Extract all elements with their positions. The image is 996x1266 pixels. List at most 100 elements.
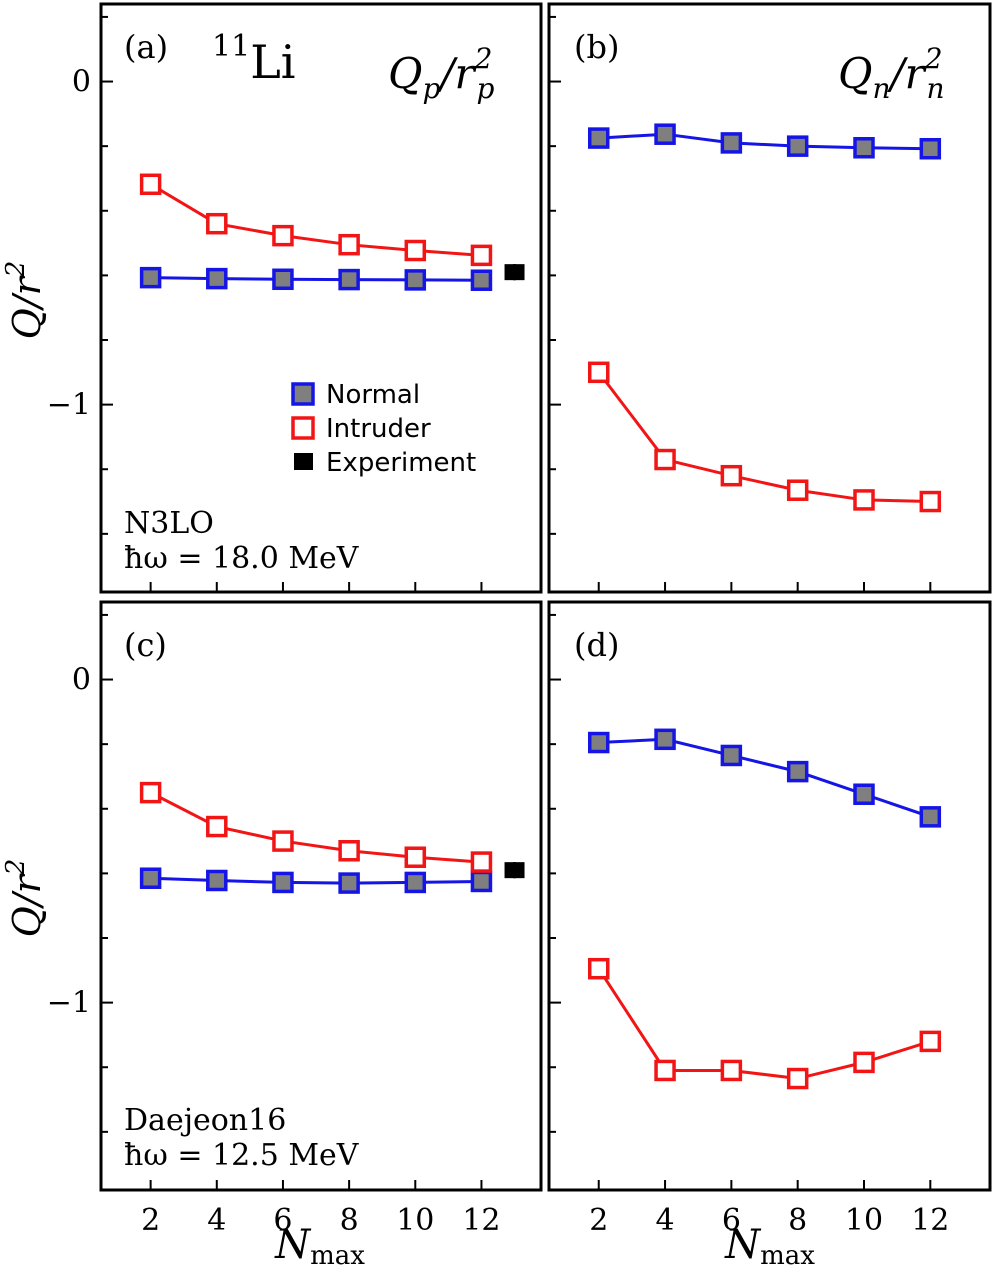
x-axis-label-right-sub: max (760, 1241, 815, 1266)
panel-a-title-slash: / (436, 49, 458, 98)
data-point-normal (404, 269, 427, 291)
y-axis-label-bottom-main: Q/r (5, 872, 49, 937)
data-point-intruder (470, 244, 493, 267)
data-point-intruder (338, 840, 360, 862)
y-tick-label: −1 (47, 388, 91, 423)
nucleus-mass: 11 (212, 29, 250, 64)
legend-experiment-label: Experiment (326, 448, 476, 478)
data-point-normal (786, 760, 809, 783)
data-point-normal (786, 135, 809, 157)
data-point-intruder (720, 1059, 743, 1082)
panel-b-title-q: Q (838, 49, 872, 98)
panel-note-line: N3LO (124, 506, 214, 541)
data-point-intruder (853, 489, 875, 511)
x-axis-label-left-main: N (274, 1222, 312, 1266)
x-tick-label: 2 (589, 1203, 608, 1238)
legend-experiment-marker (294, 453, 313, 470)
panel-b-title-rsub: n (927, 72, 945, 105)
legend-intruder-label: Intruder (326, 414, 431, 444)
panel-tag: (d) (574, 626, 619, 664)
nucleus-label: 11Li (212, 29, 295, 89)
panel-tag: (c) (124, 626, 167, 664)
data-point-normal (272, 871, 294, 894)
series-line-normal (150, 276, 482, 282)
x-tick-label: 4 (207, 1203, 226, 1238)
x-axis-label-right-main: N (724, 1222, 762, 1266)
series-line-normal (598, 132, 931, 151)
panel-note-line: ħω = 18.0 MeV (124, 541, 360, 576)
data-point-normal (404, 871, 427, 894)
panel-frame (547, 600, 992, 1192)
x-tick-label: 8 (788, 1203, 807, 1238)
panel-a-title-q: Q (388, 49, 422, 98)
data-point-normal (919, 806, 942, 828)
data-point-normal (139, 867, 162, 889)
data-point-intruder (587, 957, 610, 980)
panel-tag: (b) (574, 28, 619, 66)
x-tick-label: 10 (396, 1203, 434, 1238)
y-axis-label-top: Q/r2 (1, 261, 49, 340)
data-point-intruder (654, 448, 676, 471)
y-tick-label: −1 (47, 986, 91, 1021)
data-point-normal (654, 123, 676, 145)
x-tick-label: 6 (273, 1203, 292, 1238)
x-tick-label: 2 (141, 1203, 160, 1238)
data-point-intruder (919, 1030, 942, 1053)
panel-note-line: ħω = 12.5 MeV (124, 1138, 360, 1173)
data-point-normal (587, 127, 610, 149)
data-point-intruder (272, 830, 294, 852)
data-point-intruder (587, 361, 610, 384)
data-point-normal (470, 269, 493, 291)
data-point-intruder (919, 490, 942, 513)
series-line-normal (150, 876, 482, 885)
panel-a-title-r: r (455, 49, 478, 98)
x-tick-label: 4 (656, 1203, 675, 1238)
panel-a-title-rsub: p (476, 72, 494, 105)
series-line-normal (598, 737, 931, 819)
y-axis-label-bottom-sup: 2 (1, 859, 31, 877)
experiment-point (504, 862, 525, 879)
x-tick-label: 12 (911, 1203, 949, 1238)
data-point-normal (206, 267, 228, 290)
data-point-normal (654, 728, 676, 751)
x-tick-label: 12 (462, 1203, 500, 1238)
y-axis-label-bottom: Q/r2 (1, 859, 49, 938)
data-point-normal (338, 268, 360, 291)
x-axis-label-right: Nmax (724, 1222, 815, 1266)
data-point-intruder (654, 1059, 676, 1082)
panel-d: 2 4 6 8 10 12 (d) (547, 600, 992, 1238)
x-tick-label: 10 (845, 1203, 883, 1238)
data-point-intruder (470, 851, 493, 873)
data-point-normal (720, 132, 743, 154)
panel-b-title-r: r (905, 49, 928, 98)
panel-frame (99, 2, 543, 594)
panel-b-title: Qn/r2 n (838, 42, 945, 105)
data-point-intruder (272, 224, 294, 247)
legend-intruder-marker (291, 416, 315, 440)
panel-b-title-sup: 2 (924, 42, 943, 75)
series-line-intruder (597, 967, 931, 1081)
y-tick-label: 0 (72, 663, 91, 698)
panel-b-title-qsub: n (872, 72, 890, 105)
panel-tag: (a) (124, 28, 168, 66)
data-point-intruder (786, 479, 809, 501)
panel-b-title-slash: / (886, 49, 908, 98)
data-point-normal (587, 731, 610, 754)
data-point-intruder (720, 464, 743, 487)
series-line-intruder (149, 182, 482, 257)
legend-normal-label: Normal (326, 380, 420, 410)
data-point-normal (206, 869, 228, 892)
legend-normal-marker (291, 382, 315, 406)
x-tick-label: 6 (722, 1203, 741, 1238)
data-point-intruder (338, 233, 360, 256)
data-point-normal (139, 266, 162, 289)
panel-a-title-qsub: p (422, 72, 440, 105)
series-line-intruder (597, 371, 931, 504)
panel-frame (99, 600, 543, 1192)
panel-note-line: Daejeon16 (124, 1103, 286, 1138)
data-point-intruder (404, 239, 427, 262)
data-point-intruder (206, 212, 228, 235)
y-axis-label-top-sup: 2 (1, 261, 31, 279)
